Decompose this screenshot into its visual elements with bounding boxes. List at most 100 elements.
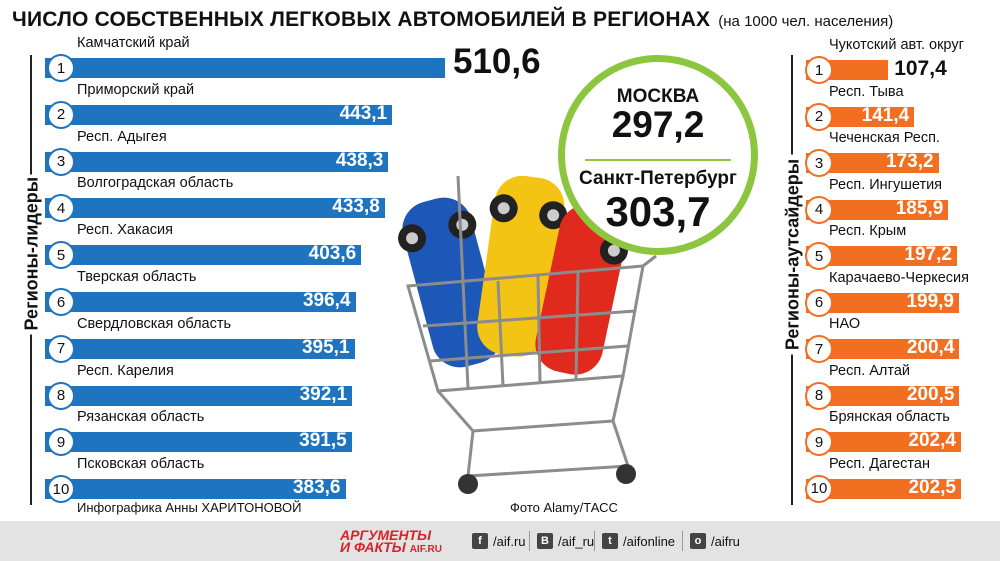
- outsider-region-label: Чукотский авт. округ: [829, 37, 964, 53]
- chart-title: ЧИСЛО СОБСТВЕННЫХ ЛЕГКОВЫХ АВТОМОБИЛЕЙ В…: [12, 8, 894, 31]
- outsider-bar: [806, 478, 961, 499]
- twitter-icon: t: [602, 533, 618, 549]
- leaders-label: Регионы-лидеры: [21, 174, 43, 335]
- spb-value: 303,7: [605, 188, 711, 235]
- leader-bar-value: 391,5: [299, 430, 347, 452]
- leader-bar: [45, 58, 445, 78]
- social-link-aifru[interactable]: о/aifru: [690, 533, 740, 549]
- outsider-bar: [806, 246, 957, 266]
- social-link-text: /aif_ru: [558, 533, 595, 549]
- chart-subtitle: (на 1000 чел. населения): [718, 13, 894, 30]
- outsider-bar-value: 202,4: [908, 430, 956, 451]
- leader-region-label: Псковская область: [77, 456, 205, 473]
- leader-bar: [45, 245, 362, 266]
- leader-bar: [45, 292, 356, 312]
- leader-bar-value: 510,6: [453, 42, 541, 81]
- leader-rank-badge: 6: [47, 288, 75, 316]
- outsider-bar-value: 197,2: [904, 244, 952, 265]
- social-link-aif.ru[interactable]: f/aif.ru: [472, 533, 526, 549]
- leader-rank-badge: 7: [47, 334, 75, 363]
- outsider-rank-badge: 6: [805, 288, 833, 317]
- outsider-region-label: Респ. Ингушетия: [829, 176, 943, 193]
- outsider-rank-badge: 7: [805, 335, 833, 363]
- aif-logo[interactable]: АРГУМЕНТЫ И ФАКТЫ AIF.RU: [340, 527, 442, 555]
- leader-region-label: Респ. Карелия: [77, 362, 174, 379]
- outsider-bar: [806, 153, 939, 173]
- outsider-bar-value: 185,9: [895, 197, 944, 219]
- moscow-label: МОСКВА: [616, 86, 700, 107]
- outsider-bar-value: 173,2: [886, 151, 934, 172]
- outsider-bar-value: 141,4: [861, 104, 910, 126]
- leader-rank-badge: 9: [47, 428, 75, 457]
- leader-rank-badge: 3: [47, 147, 75, 176]
- shopping-cart-illustration: [398, 176, 657, 494]
- outsider-bar-value: 202,5: [908, 476, 956, 498]
- outsider-bar: [806, 339, 960, 359]
- photo-credit: Фото Alamy/ТАСС: [510, 500, 618, 515]
- leader-rank-badge: 8: [47, 381, 75, 410]
- infographic-credit: Инфографика Анны ХАРИТОНОВОЙ: [77, 500, 302, 515]
- outsider-region-label: Респ. Дагестан: [829, 455, 930, 472]
- social-link-aif_ru[interactable]: В/aif_ru: [537, 533, 594, 549]
- leader-region-label: Волгоградская область: [77, 175, 234, 192]
- moscow-value: 297,2: [611, 104, 705, 145]
- social-link-text: /aifonline: [623, 533, 676, 549]
- circle-divider: [585, 159, 731, 161]
- leader-bar-value: 383,6: [292, 477, 341, 499]
- leader-bar: [45, 338, 355, 359]
- outsider-rank-badge: 2: [805, 102, 833, 131]
- outsider-region-label: Респ. Алтай: [829, 362, 911, 379]
- leader-bar: [45, 104, 393, 125]
- leader-bar-value: 443,1: [339, 102, 388, 124]
- leader-region-label: Респ. Хакасия: [77, 222, 173, 239]
- facebook-icon: f: [472, 533, 488, 549]
- leader-region-label: Свердловская область: [77, 315, 232, 332]
- social-link-text: /aif.ru: [493, 533, 526, 549]
- leader-bar: [45, 151, 389, 172]
- outsider-region-label: НАО: [829, 316, 861, 332]
- leader-region-label: Рязанская область: [77, 409, 205, 426]
- outsider-bar-value: 107,4: [894, 57, 947, 80]
- outsider-region-label: Брянская область: [829, 409, 950, 425]
- capital-highlight-circle: МОСКВА 297,2 Санкт-Петербург 303,7: [558, 55, 758, 255]
- outsider-rank-badge: 5: [805, 242, 833, 270]
- vk-icon: В: [537, 533, 553, 549]
- footer-divider: [594, 531, 595, 551]
- outsider-rank-badge: 3: [805, 149, 833, 177]
- social-link-aifonline[interactable]: t/aifonline: [602, 533, 675, 549]
- outsider-bar: [806, 106, 915, 127]
- outsider-rank-badge: 1: [805, 56, 833, 84]
- footer-bar: АРГУМЕНТЫ И ФАКТЫ AIF.RU f/aif.ru В/aif_r…: [0, 521, 1000, 561]
- leader-bar-value: 395,1: [301, 336, 350, 358]
- leader-bar-value: 433,8: [332, 196, 380, 218]
- outsider-bar: [806, 385, 960, 406]
- outsider-rank-badge: 8: [805, 381, 833, 410]
- leader-bar-value: 403,6: [308, 243, 357, 265]
- red-car-icon: [535, 204, 628, 375]
- leader-region-label: Камчатский край: [77, 35, 190, 51]
- outsider-region-label: Карачаево-Черкесия: [829, 269, 970, 286]
- leader-region-label: Приморский край: [77, 81, 195, 98]
- leader-bar: [45, 198, 385, 219]
- leader-bar: [45, 432, 352, 453]
- outsider-rank-badge: 4: [805, 195, 833, 224]
- footer-divider: [529, 531, 530, 551]
- leader-bar-value: 392,1: [299, 383, 348, 405]
- outsider-bar: [806, 432, 961, 452]
- outsider-rank-badge: 9: [805, 428, 833, 456]
- odnoklassniki-icon: о: [690, 533, 706, 549]
- outsider-bar-value: 199,9: [906, 290, 954, 312]
- social-link-text: /aifru: [711, 533, 740, 549]
- outsiders-label: Регионы-аутсайдеры: [782, 154, 804, 355]
- outsider-bar: [806, 199, 949, 220]
- leader-rank-badge: 4: [47, 194, 75, 223]
- leader-bar-value: 396,4: [302, 290, 351, 311]
- outsider-bar: [806, 292, 959, 313]
- outsider-region-label: Респ. Тыва: [829, 83, 904, 100]
- leader-bar-value: 438,3: [335, 149, 384, 171]
- leader-rank-badge: 10: [47, 475, 75, 504]
- leader-bar: [45, 385, 353, 406]
- leader-rank-badge: 1: [47, 54, 75, 82]
- outsider-bar-value: 200,4: [906, 337, 955, 358]
- leader-region-label: Тверская область: [77, 269, 197, 285]
